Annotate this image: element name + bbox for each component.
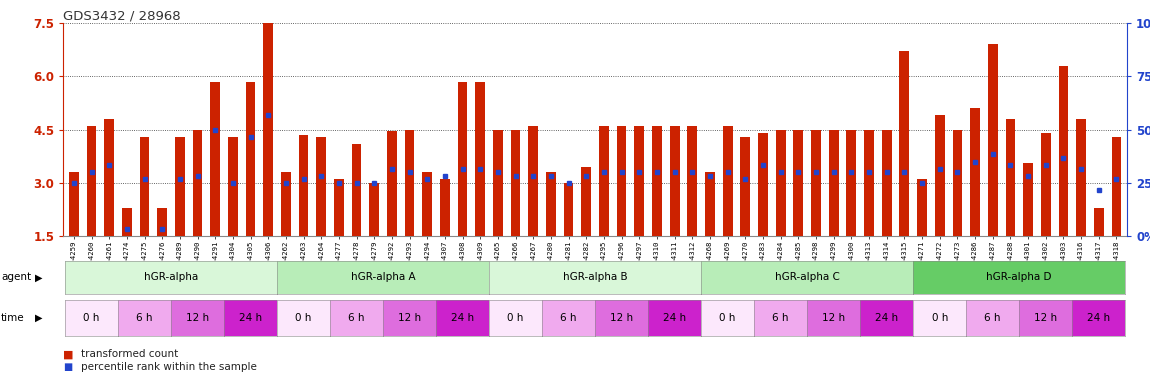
Text: time: time [1, 313, 25, 323]
Text: 6 h: 6 h [773, 313, 789, 323]
Bar [69, 172, 78, 236]
Bar [1094, 208, 1104, 236]
Bar [793, 130, 803, 236]
Bar [1112, 137, 1121, 236]
Bar [369, 183, 380, 236]
Text: 12 h: 12 h [1034, 313, 1057, 323]
Bar [776, 130, 785, 236]
Text: ▶: ▶ [36, 272, 43, 283]
Bar [281, 172, 291, 236]
Text: 0 h: 0 h [83, 313, 100, 323]
Bar [458, 82, 467, 236]
Bar [246, 82, 255, 236]
Bar [546, 172, 555, 236]
Text: 12 h: 12 h [822, 313, 845, 323]
Text: ■: ■ [63, 362, 72, 372]
Text: 24 h: 24 h [239, 313, 262, 323]
Text: hGR-alpha D: hGR-alpha D [987, 272, 1052, 283]
Text: hGR-alpha A: hGR-alpha A [351, 272, 415, 283]
Text: ■: ■ [63, 349, 74, 359]
Bar [228, 137, 238, 236]
Bar [1076, 119, 1086, 236]
Text: 24 h: 24 h [875, 313, 898, 323]
Bar [334, 179, 344, 236]
Bar [1041, 133, 1051, 236]
Text: 6 h: 6 h [348, 313, 365, 323]
Bar [669, 126, 680, 236]
Bar [758, 133, 768, 236]
Bar [652, 126, 662, 236]
Text: GDS3432 / 28968: GDS3432 / 28968 [63, 10, 181, 23]
Text: 0 h: 0 h [932, 313, 948, 323]
Text: hGR-alpha B: hGR-alpha B [562, 272, 628, 283]
Text: agent: agent [1, 272, 31, 283]
Bar [1024, 163, 1033, 236]
Bar [635, 126, 644, 236]
Bar [440, 179, 450, 236]
Bar [422, 172, 432, 236]
Text: 24 h: 24 h [451, 313, 474, 323]
Text: percentile rank within the sample: percentile rank within the sample [81, 362, 256, 372]
Text: 12 h: 12 h [186, 313, 209, 323]
Bar [918, 179, 927, 236]
Bar [493, 130, 503, 236]
Bar [263, 23, 273, 236]
Text: ▶: ▶ [36, 313, 43, 323]
Bar [705, 172, 715, 236]
Bar [122, 208, 132, 236]
Bar [210, 82, 220, 236]
Text: 12 h: 12 h [610, 313, 634, 323]
Text: transformed count: transformed count [81, 349, 178, 359]
Bar [688, 126, 697, 236]
Bar [1058, 66, 1068, 236]
Text: 12 h: 12 h [398, 313, 421, 323]
Bar [971, 108, 980, 236]
Bar [882, 130, 891, 236]
Bar [564, 183, 574, 236]
Bar [811, 130, 821, 236]
Bar [829, 130, 838, 236]
Bar [988, 44, 997, 236]
Bar [475, 82, 485, 236]
Bar [741, 137, 750, 236]
Bar [139, 137, 150, 236]
Bar [616, 126, 627, 236]
Text: 0 h: 0 h [507, 313, 523, 323]
Bar [86, 126, 97, 236]
Bar [405, 130, 414, 236]
Bar [158, 208, 167, 236]
Text: 0 h: 0 h [296, 313, 312, 323]
Bar [952, 130, 963, 236]
Text: 6 h: 6 h [560, 313, 577, 323]
Bar [316, 137, 327, 236]
Text: 24 h: 24 h [664, 313, 687, 323]
Bar [299, 135, 308, 236]
Bar [528, 126, 538, 236]
Bar [175, 137, 185, 236]
Bar [599, 126, 608, 236]
Text: 24 h: 24 h [1087, 313, 1110, 323]
Bar [105, 119, 114, 236]
Bar [846, 130, 857, 236]
Bar [511, 130, 521, 236]
Bar [899, 51, 910, 236]
Bar [388, 131, 397, 236]
Text: 6 h: 6 h [137, 313, 153, 323]
Bar [1005, 119, 1015, 236]
Text: 0 h: 0 h [720, 313, 736, 323]
Text: hGR-alpha: hGR-alpha [144, 272, 198, 283]
Bar [935, 115, 944, 236]
Bar [723, 126, 733, 236]
Bar [193, 130, 202, 236]
Text: 6 h: 6 h [984, 313, 1000, 323]
Bar [582, 167, 591, 236]
Bar [864, 130, 874, 236]
Text: hGR-alpha C: hGR-alpha C [775, 272, 840, 283]
Bar [352, 144, 361, 236]
